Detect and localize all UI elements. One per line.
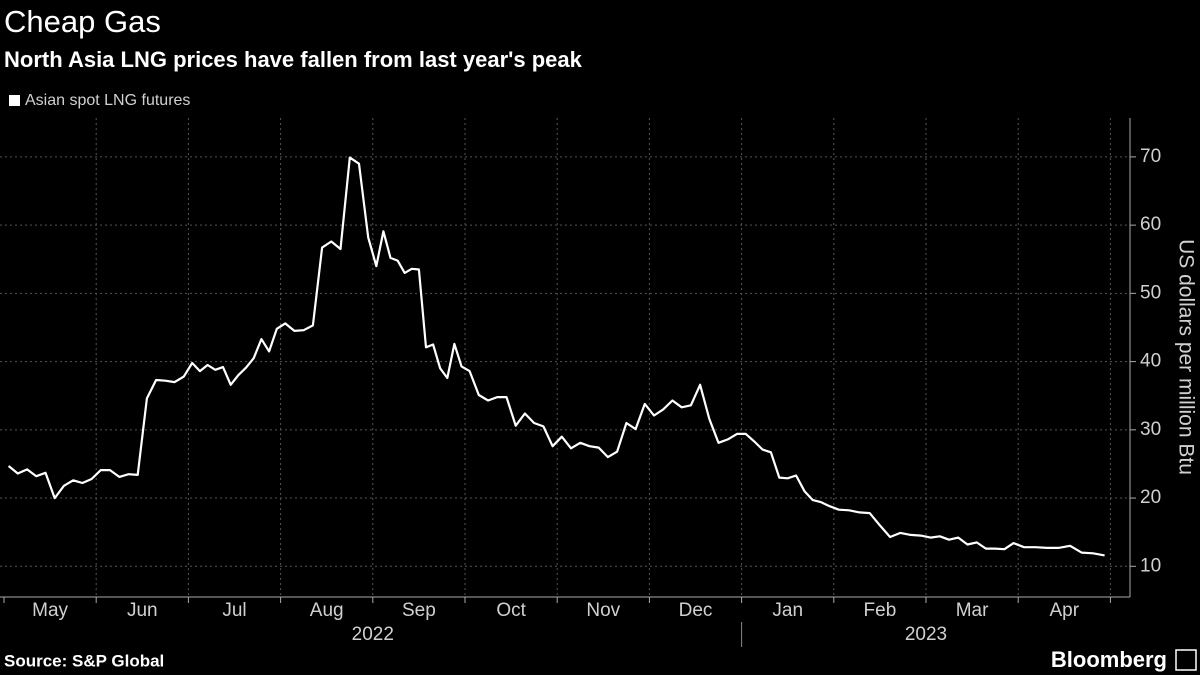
x-tick-label: Apr xyxy=(1050,600,1080,621)
x-tick-label: Mar xyxy=(956,600,989,621)
x-tick-label: Jun xyxy=(127,600,158,621)
x-tick-label: Feb xyxy=(864,600,897,621)
source: Source: S&P Global xyxy=(4,651,164,670)
x-tick-label: Sep xyxy=(402,600,436,621)
y-tick-label: 30 xyxy=(1140,419,1161,440)
year-label: 2023 xyxy=(905,624,947,645)
x-tick-label: Oct xyxy=(496,600,526,621)
data-line xyxy=(7,156,1105,557)
x-tick-label: Jul xyxy=(222,600,246,621)
x-tick-label: Dec xyxy=(679,600,713,621)
year-label: 2022 xyxy=(352,624,394,645)
y-tick-label: 70 xyxy=(1140,146,1161,167)
x-tick-label: Aug xyxy=(310,600,344,621)
x-tick-label: May xyxy=(32,600,68,621)
legend-swatch xyxy=(9,95,20,106)
y-tick-label: 10 xyxy=(1140,555,1161,576)
legend-label: Asian spot LNG futures xyxy=(25,92,190,109)
y-tick-label: 50 xyxy=(1140,282,1161,303)
chart-subtitle: North Asia LNG prices have fallen from l… xyxy=(4,47,583,72)
y-tick-label: 60 xyxy=(1140,214,1161,235)
chart-title: Cheap Gas xyxy=(4,4,161,39)
y-axis-label: US dollars per million Btu xyxy=(1174,239,1197,475)
y-tick-label: 20 xyxy=(1140,487,1161,508)
y-tick-label: 40 xyxy=(1140,351,1161,372)
brand: Bloomberg xyxy=(1051,647,1167,672)
x-tick-label: Jan xyxy=(772,600,803,621)
x-tick-label: Nov xyxy=(586,600,620,621)
brand-icon xyxy=(1175,649,1197,671)
